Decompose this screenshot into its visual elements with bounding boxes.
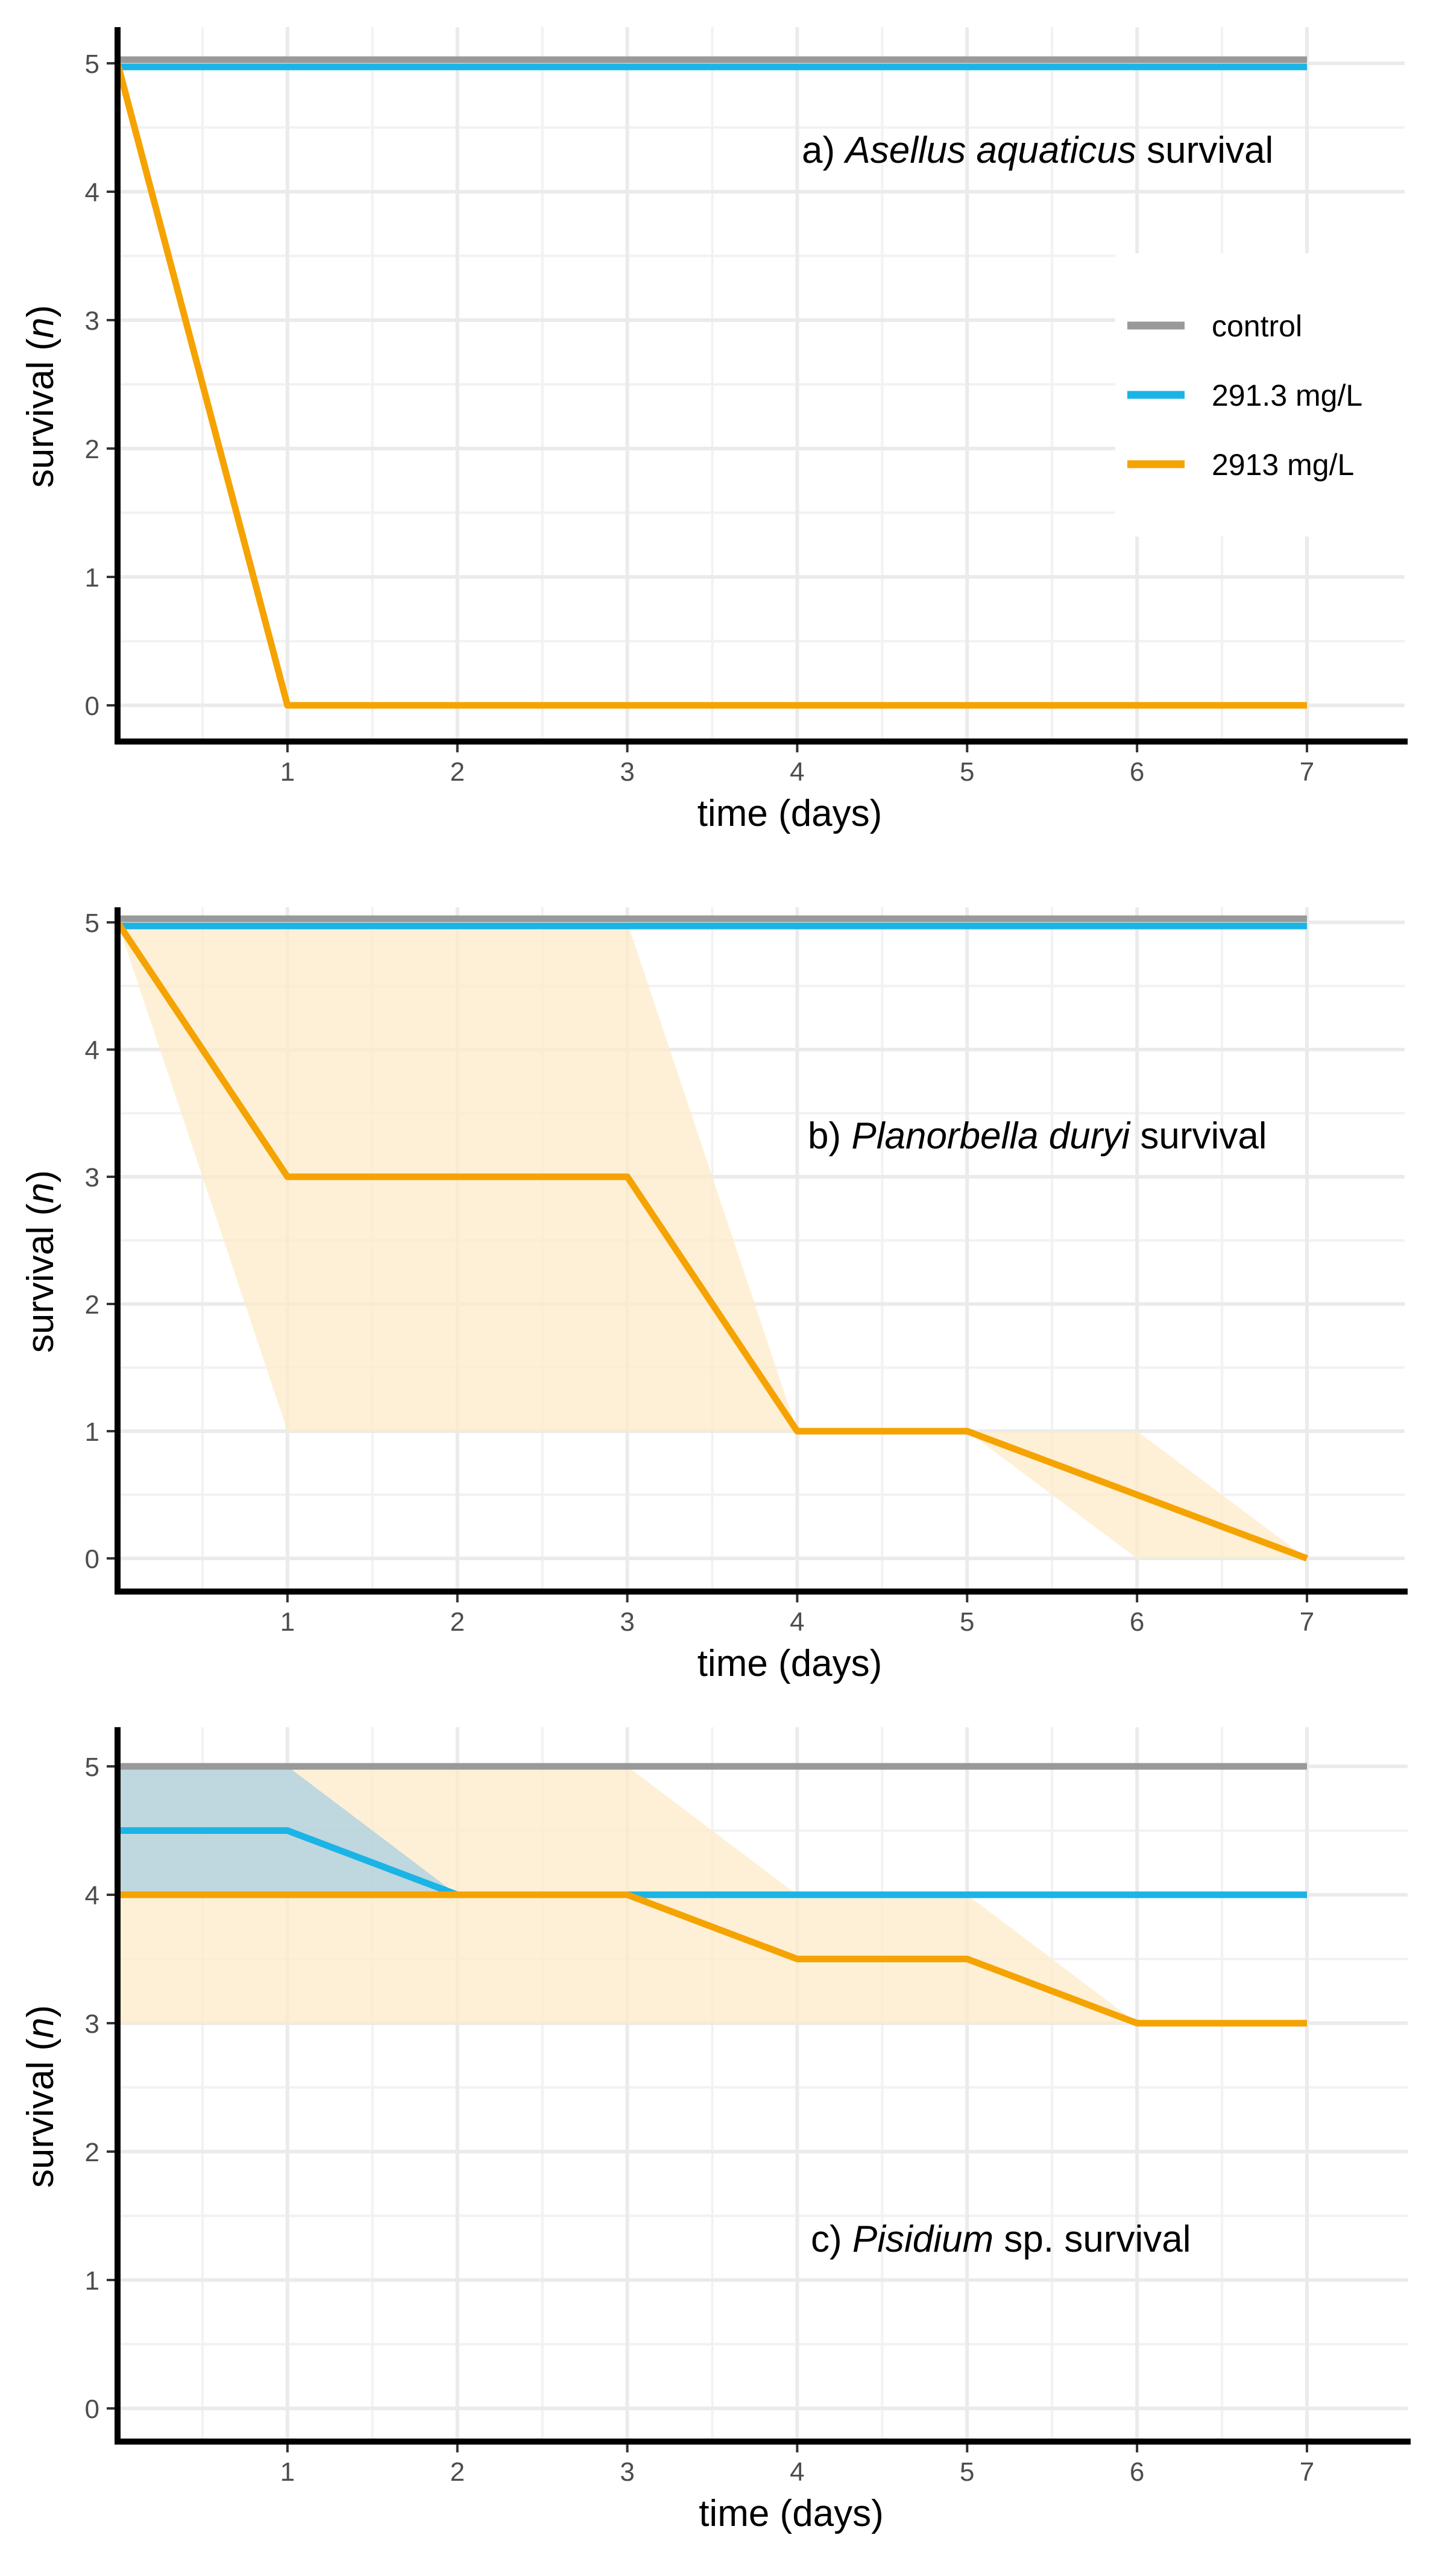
series-line-291-3-mg-l [118,1827,1307,1898]
x-tick-label: 1 [280,757,295,787]
panel-label: a) Asellus aquaticus survival [802,130,1273,171]
y-tick-label: 4 [85,1881,99,1910]
legend-label: 291.3 mg/L [1212,379,1362,412]
x-tick-label: 6 [1130,1607,1144,1637]
y-axis-title-italic: n [20,1183,61,1203]
panel-label-suffix: sp. survival [993,2219,1191,2260]
x-tick-label: 3 [620,1607,634,1637]
y-axis-title-italic: n [20,2018,61,2038]
x-tick-label: 6 [1130,757,1144,787]
y-tick-label: 5 [85,1752,99,1782]
x-tick-label: 1 [280,2457,295,2487]
x-tick-label: 7 [1300,1607,1314,1637]
y-axis-title: survival (n) [20,2005,61,2188]
y-axis-title-prefix: survival ( [20,1203,61,1353]
series-line-2913-mg-l [118,1891,1307,2027]
legend-label: control [1212,309,1302,343]
x-tick-label: 2 [450,757,464,787]
series-line-2913-mg-l [115,920,1308,1562]
panel-label-prefix: a) [802,130,845,171]
panel-label-suffix: survival [1130,1115,1267,1157]
panel-a: 0 1 2 3 4 5 1 2 3 4 5 6 7 time (days) survival (n) a) A… [20,27,1408,834]
ribbon-2913-mg-l [118,922,1307,1558]
y-tick-label: 5 [85,49,99,79]
x-tick-label: 7 [1300,757,1314,787]
y-tick-label: 3 [85,2009,99,2039]
y-axis-title-prefix: survival ( [20,2038,61,2188]
x-tick-label: 2 [450,1607,464,1637]
x-axis-title: time (days) [697,1643,883,1684]
panel-label-prefix: c) [811,2219,852,2260]
x-tick-label: 5 [960,2457,974,2487]
x-axis-title: time (days) [699,2493,884,2534]
panel-label-species: Pisidium [852,2219,993,2260]
x-tick-label: 4 [790,2457,804,2487]
legend-label: 2913 mg/L [1212,448,1354,482]
y-tick-label: 4 [85,178,99,207]
x-tick-label: 5 [960,1607,974,1637]
y-tick-label: 3 [85,306,99,336]
panel-label-species: Asellus aquaticus [843,130,1136,171]
x-tick-label: 6 [1130,2457,1144,2487]
panel-b: 0 1 2 3 4 5 1 2 3 4 5 6 7 time (days) survival (n) b) P… [20,907,1408,1684]
y-axis-title-suffix: ) [20,2005,61,2018]
x-tick-label: 2 [450,2457,464,2487]
x-axis-title: time (days) [697,793,883,834]
y-axis-title-suffix: ) [20,305,61,318]
y-tick-label: 0 [85,1545,99,1574]
x-tick-label: 4 [790,757,804,787]
panel-label: b) Planorbella duryi survival [808,1115,1267,1157]
panel-c: 0 1 2 3 4 5 1 2 3 4 5 6 7 time (days) survival (n) c) P… [20,1727,1411,2534]
x-tick-label: 3 [620,2457,634,2487]
y-axis-title: survival (n) [20,305,61,488]
panel-label-suffix: survival [1136,130,1273,171]
y-tick-label: 1 [85,2266,99,2296]
y-axis-title-prefix: survival ( [20,338,61,488]
y-tick-label: 1 [85,563,99,593]
y-tick-label: 2 [85,1290,99,1320]
panel-label-species: Planorbella duryi [851,1115,1131,1157]
series-line-2913-mg-l [114,62,1307,709]
y-axis-title: survival (n) [20,1170,61,1353]
x-tick-label: 3 [620,757,634,787]
legend: control 291.3 mg/L 2913 mg/L [1115,253,1405,537]
y-tick-label: 0 [85,2395,99,2424]
x-tick-label: 4 [790,1607,804,1637]
y-tick-label: 2 [85,2138,99,2167]
y-tick-label: 0 [85,691,99,721]
y-tick-label: 4 [85,1036,99,1065]
panel-label-prefix: b) [808,1115,851,1157]
y-tick-label: 2 [85,435,99,464]
x-tick-label: 5 [960,757,974,787]
x-tick-label: 7 [1300,2457,1314,2487]
y-axis-title-italic: n [20,318,61,338]
panel-label: c) Pisidium sp. survival [811,2219,1191,2260]
y-tick-label: 1 [85,1417,99,1447]
y-axis-title-suffix: ) [20,1170,61,1183]
x-tick-label: 1 [280,1607,295,1637]
y-tick-label: 5 [85,909,99,938]
y-tick-label: 3 [85,1163,99,1192]
